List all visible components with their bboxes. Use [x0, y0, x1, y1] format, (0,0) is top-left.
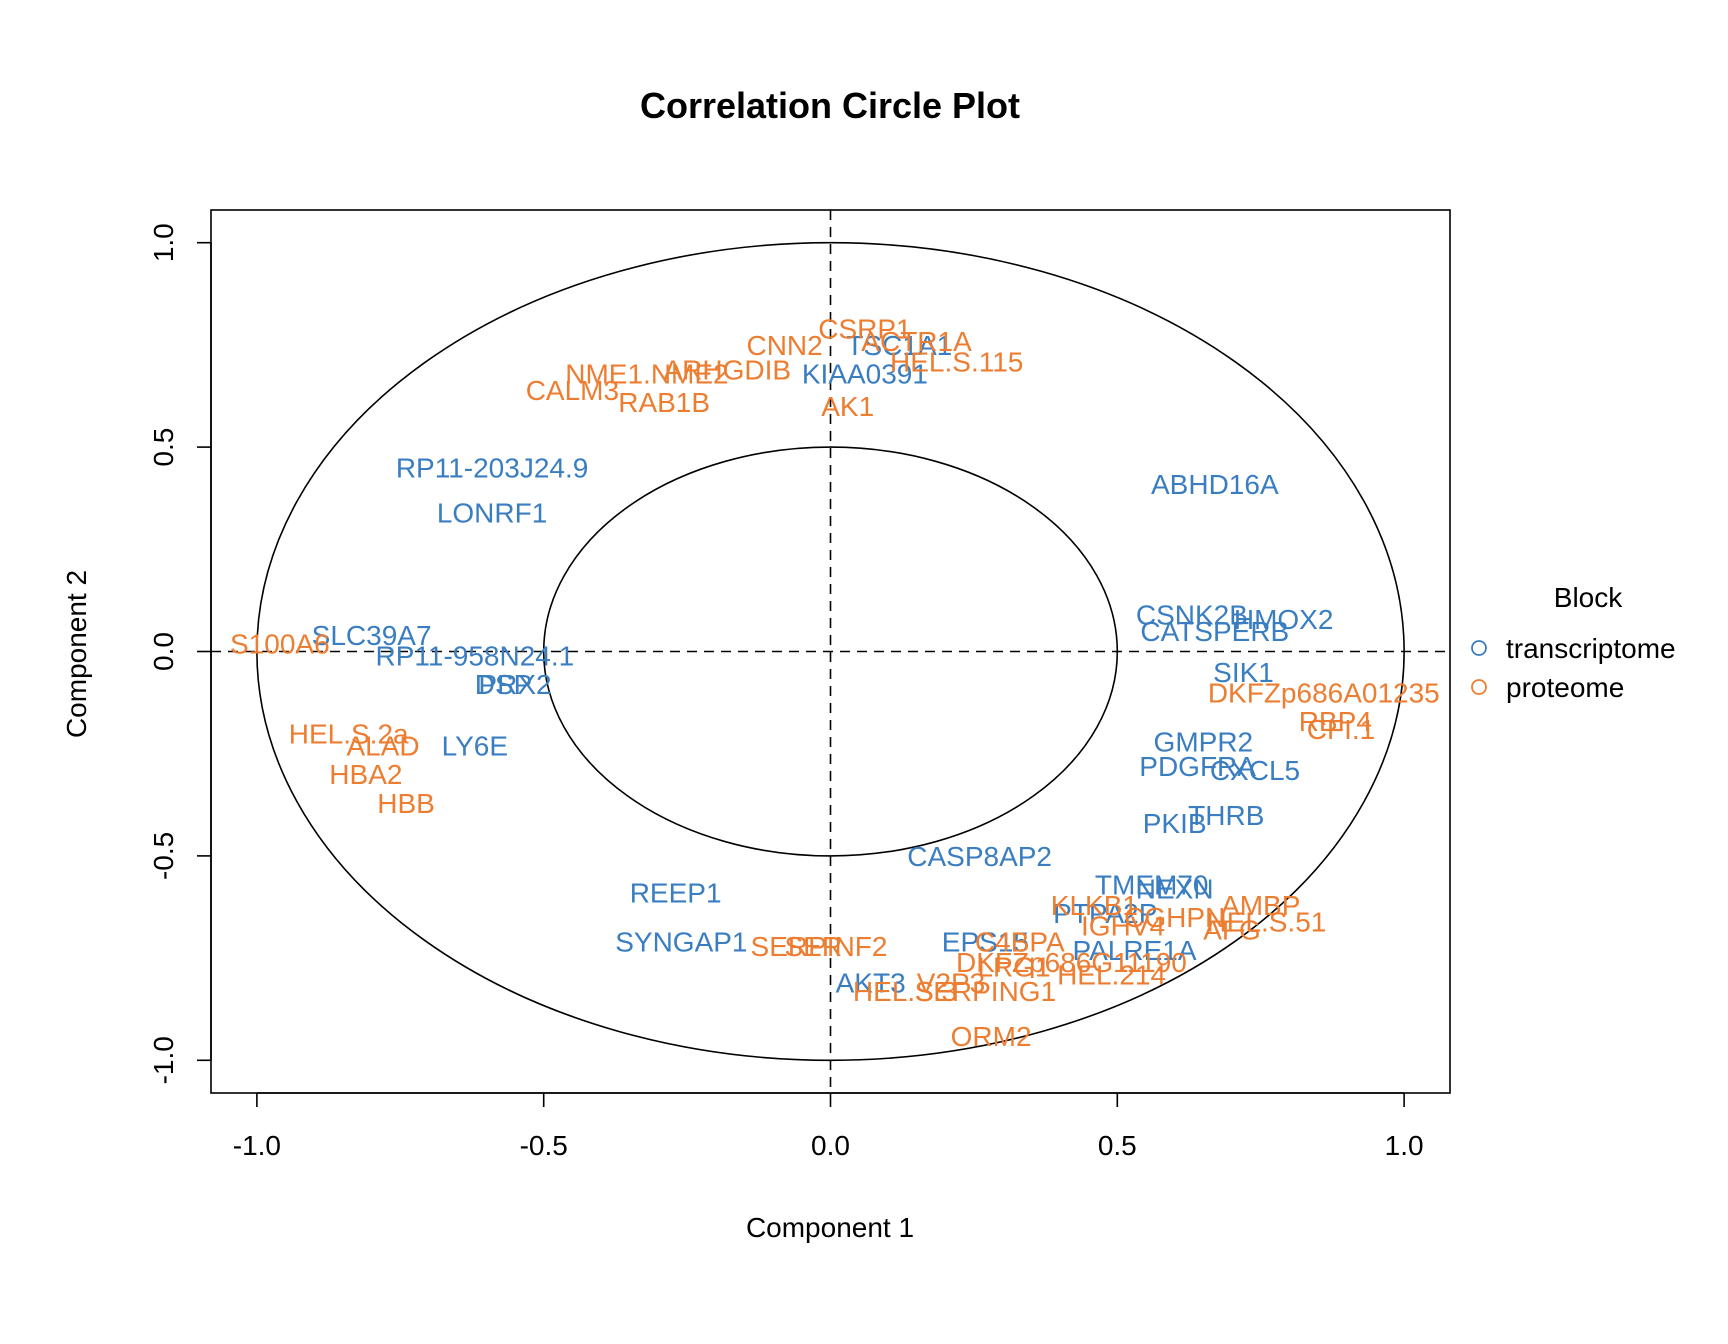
variable-label: RP11-203J24.9: [396, 453, 589, 484]
chart-title: Correlation Circle Plot: [640, 85, 1020, 126]
variable-label: TSC1A1: [846, 330, 952, 361]
variable-label: LRG1: [977, 951, 1050, 982]
y-tick-label: -1.0: [148, 1036, 179, 1084]
legend: Block transcriptome proteome: [1471, 582, 1676, 703]
legend-marker: [1471, 640, 1487, 656]
variable-label: LY6E: [442, 731, 508, 762]
variable-label: PALRE1A: [1073, 935, 1197, 966]
y-tick-label: 1.0: [148, 223, 179, 262]
variable-label: KIAA0391: [802, 359, 928, 390]
variable-label: AMBP: [1221, 890, 1300, 921]
variable-label: NME1.NME2: [565, 359, 728, 390]
variable-label: GMPR2: [1154, 726, 1254, 757]
x-tick-label: -1.0: [233, 1130, 281, 1161]
variable-label: AFG: [1203, 914, 1261, 945]
variable-label: CXCL5: [1210, 755, 1300, 786]
variable-label: REEP1: [630, 878, 722, 909]
variable-label: SER: [785, 931, 843, 962]
x-tick-label: 0.5: [1098, 1130, 1137, 1161]
y-tick-label: -0.5: [148, 832, 179, 880]
variable-label: PKIB: [1143, 808, 1207, 839]
variable-label: ORM2: [951, 1021, 1032, 1052]
variable-label: TMEM70: [1095, 870, 1209, 901]
variable-label: SERPINF2: [751, 931, 888, 962]
variable-label: C4BPA: [975, 927, 1065, 958]
variable-label: RBP4: [1299, 706, 1372, 737]
variable-label: HMOX2: [1234, 604, 1334, 635]
variable-label: HEL.S.3: [853, 976, 957, 1007]
variable-label: EPS15: [942, 927, 1029, 958]
variable-label: LONRF1: [437, 498, 547, 529]
transcriptome-series: RP11-203J24.9 LONRF1 ABHD16A SLC39A7RP11-95…: [312, 330, 1334, 999]
variable-label: 2P: [1123, 898, 1157, 929]
variable-label: CSRP1: [818, 314, 911, 345]
x-tick-label: -0.5: [520, 1130, 568, 1161]
variable-label: SLC39A7: [312, 620, 432, 651]
variable-label: THRB: [1188, 800, 1264, 831]
variable-label: RP11-958N24.1: [375, 641, 574, 672]
x-axis-title: Component 1: [746, 1212, 914, 1243]
variable-label: HEL.214: [1057, 959, 1166, 990]
variable-label: S100A6: [230, 628, 330, 659]
variable-label: NEXN: [1136, 874, 1214, 905]
legend-entry-label: transcriptome: [1506, 633, 1676, 664]
variable-label: HEL.S.115: [890, 346, 1023, 377]
variable-label: CSNK2B: [1136, 600, 1248, 631]
variable-label: DSP: [475, 669, 533, 700]
variable-label: ACTR1A: [861, 326, 972, 357]
variable-label: SYNGAP1: [615, 927, 747, 958]
variable-label: IGHV4: [1081, 910, 1165, 941]
variable-label: HEL.S.51: [1207, 906, 1327, 937]
variable-label: RAB1B: [618, 387, 710, 418]
variable-label: PTPA: [1053, 898, 1124, 929]
variable-label: AK1: [821, 391, 874, 422]
y-axis: -1.0 -0.5 0.0 0.5 1.0: [148, 223, 212, 1084]
variable-label: ARHGDIB: [663, 354, 791, 385]
legend-title: Block: [1554, 582, 1623, 613]
variable-label: HBA2: [329, 759, 402, 790]
variable-label: CALM3: [526, 375, 619, 406]
variable-label: DKFZp686G11190: [956, 947, 1187, 978]
variable-label: PDGFRA: [1139, 751, 1256, 782]
variable-label: KLKB1: [1051, 890, 1138, 921]
x-tick-label: 1.0: [1385, 1130, 1424, 1161]
legend-entry-label: proteome: [1506, 672, 1624, 703]
variable-label: ALAD: [347, 731, 420, 762]
y-axis-title: Component 2: [61, 570, 92, 738]
variable-label: V2P3: [917, 968, 986, 999]
y-tick-label: 0.5: [148, 428, 179, 467]
variable-label: CFI.1: [1307, 714, 1375, 745]
plot-area: -1.0 -0.5 0.0 0.5 1.0 -1.0 -0.5 0.0 0.5 1.0 RP11-2…: [148, 209, 1451, 1161]
variable-label: ABHD16A: [1151, 469, 1279, 500]
legend-marker: [1471, 679, 1487, 695]
variable-label: CASP8AP2: [907, 841, 1052, 872]
variable-label: SIK1: [1213, 657, 1274, 688]
variable-label: CGHPN: [1124, 902, 1225, 933]
variable-label: HBB: [377, 788, 435, 819]
variable-label: PRX2: [478, 669, 551, 700]
variable-label: SERPING1: [915, 976, 1057, 1007]
x-tick-label: 0.0: [811, 1130, 850, 1161]
variable-label: HEL.S.2a: [289, 718, 409, 749]
y-tick-label: 0.0: [148, 632, 179, 671]
variable-label: AKT3: [836, 968, 906, 999]
x-axis: -1.0 -0.5 0.0 0.5 1.0: [233, 1092, 1424, 1161]
variable-label: DKFZp686A01235: [1208, 677, 1440, 708]
variable-label: CATSPERB: [1140, 616, 1289, 647]
variable-label: CNN2: [746, 330, 822, 361]
